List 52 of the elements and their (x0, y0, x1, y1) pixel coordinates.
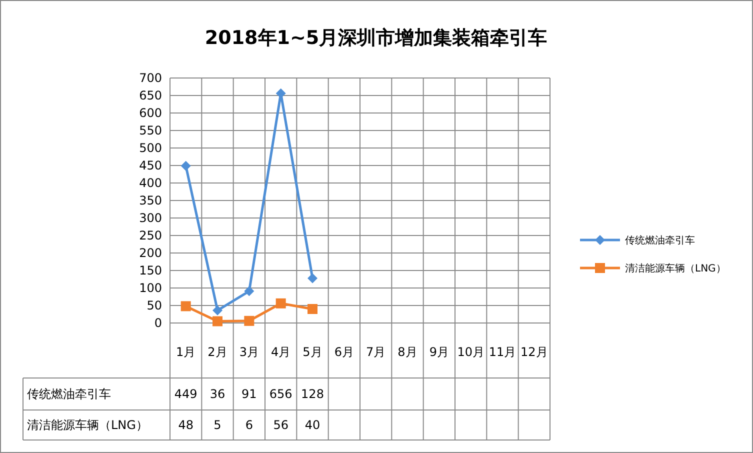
point (212, 316, 222, 326)
x-tick-label: 12月 (520, 345, 548, 359)
data-label: 91 (242, 387, 257, 402)
x-tick-label: 2月 (208, 345, 228, 359)
text: 清洁能源车辆（LNG） (27, 418, 148, 432)
x-tick-label: 5月 (302, 345, 322, 359)
y-tick-label: 350 (139, 194, 162, 208)
y-tick-label: 100 (139, 281, 162, 296)
data-label: 128 (301, 387, 324, 402)
point (308, 273, 318, 284)
x-tick-label: 1月 (176, 345, 196, 359)
data-label: 5 (214, 418, 222, 432)
point (276, 298, 286, 308)
point (244, 286, 254, 296)
data-label: 56 (273, 418, 288, 432)
x-tick-label: 8月 (398, 345, 418, 359)
point (276, 88, 286, 98)
data-label: 656 (269, 387, 292, 402)
x-tick-label: 11月 (488, 345, 516, 359)
x-tick-label: 10月 (457, 345, 484, 359)
y-tick-label: 50 (146, 298, 162, 313)
y-tick-label: 450 (139, 158, 162, 173)
y-tick-label: 700 (139, 71, 162, 86)
legend-label: 传统燃油牵引车 (625, 234, 695, 246)
data-label: 449 (174, 387, 198, 402)
point (244, 316, 254, 326)
text: 传统燃油牵引车 (27, 387, 111, 402)
x-tick-label: 7月 (366, 345, 386, 359)
x-tick-label: 6月 (334, 345, 354, 359)
y-tick-label: 300 (139, 211, 162, 226)
data-label: 48 (178, 418, 194, 432)
data-label: 6 (245, 418, 253, 432)
y-tick-label: 500 (139, 141, 162, 156)
y-tick-label: 650 (139, 88, 162, 103)
y-tick-label: 400 (139, 176, 162, 190)
point (308, 304, 318, 314)
point (180, 301, 191, 312)
y-tick-label: 250 (139, 228, 162, 243)
y-tick-label: 200 (139, 246, 162, 260)
y-tick-label: 0 (154, 316, 162, 330)
data-label: 40 (304, 418, 320, 432)
point (212, 305, 222, 316)
y-tick-label: 600 (139, 106, 162, 120)
data-label: 36 (210, 387, 226, 402)
x-tick-label: 9月 (429, 345, 449, 359)
chart-title: 2018年1~5月深圳市增加集装箱牵引车 (204, 27, 548, 49)
y-tick-label: 150 (139, 264, 162, 278)
legend-label: 清洁能源车辆（LNG） (625, 262, 726, 274)
point (180, 160, 191, 171)
x-tick-label: 4月 (271, 345, 291, 359)
y-tick-label: 550 (139, 124, 162, 138)
x-tick-label: 3月 (239, 345, 259, 359)
